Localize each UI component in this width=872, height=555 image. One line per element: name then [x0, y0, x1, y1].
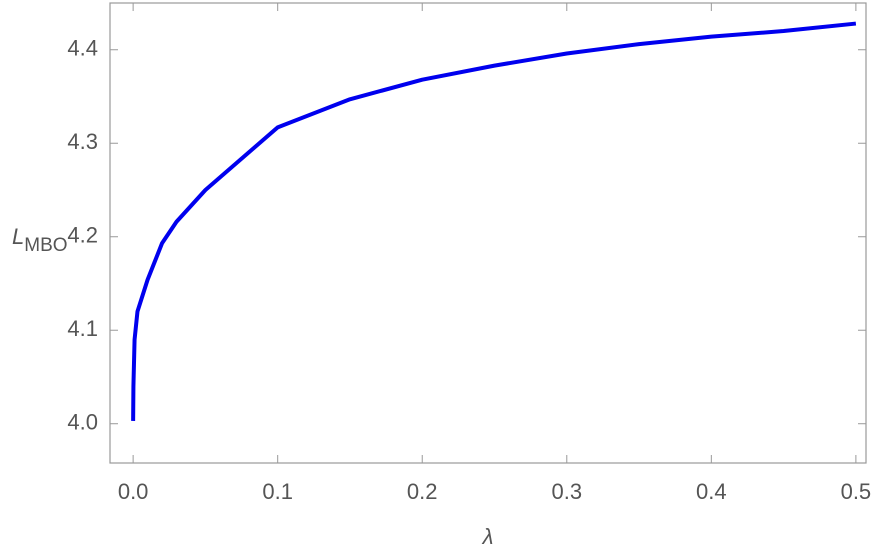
x-tick-label: 0.5 [841, 479, 872, 504]
y-axis-label: LMBO [12, 224, 68, 256]
y-tick-label: 4.0 [67, 410, 98, 435]
x-tick-label: 0.1 [262, 479, 293, 504]
x-axis-label: λ [482, 524, 494, 549]
y-tick-label: 4.2 [67, 223, 98, 248]
y-axis-label-sub: MBO [24, 235, 67, 256]
y-tick-label: 4.3 [67, 129, 98, 154]
x-tick-label: 0.2 [407, 479, 438, 504]
y-tick-label: 4.4 [67, 36, 98, 61]
y-axis-label-main: L [12, 224, 24, 249]
plot-frame [109, 2, 867, 464]
x-tick-label: 0.3 [551, 479, 582, 504]
x-tick-label: 0.0 [118, 479, 149, 504]
y-tick-label: 4.1 [67, 316, 98, 341]
data-line [131, 21, 857, 421]
x-tick-label: 0.4 [696, 479, 727, 504]
